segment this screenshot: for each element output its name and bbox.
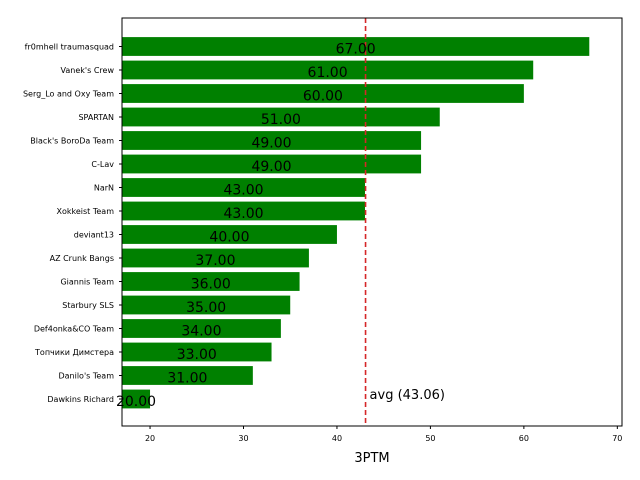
data-label: 36.00	[191, 277, 231, 293]
average-label: avg (43.06)	[370, 388, 445, 403]
x-tick-label: 20	[145, 434, 155, 443]
x-tick-label: 30	[238, 434, 248, 443]
y-tick-label: C-Lav	[91, 160, 114, 169]
bar	[122, 178, 365, 197]
data-label: 60.00	[303, 89, 343, 105]
data-label: 40.00	[209, 230, 249, 246]
bar	[122, 248, 309, 268]
y-tick-label: Vanek's Crew	[61, 66, 115, 75]
x-tick-label: 50	[425, 434, 435, 443]
data-label: 61.00	[308, 65, 348, 81]
data-label: 51.00	[261, 112, 301, 128]
data-label: 43.00	[223, 206, 263, 222]
x-axis: 20 30 40 50 60 70	[145, 426, 622, 443]
data-label: 49.00	[251, 159, 291, 175]
bar	[122, 201, 365, 221]
bar	[122, 154, 422, 174]
y-tick-label: NarN	[94, 184, 114, 193]
bar	[122, 319, 281, 338]
y-axis: fr0mhell traumasquad Vanek's Crew Serg_Lo …	[23, 43, 122, 404]
data-label: 67.00	[336, 42, 376, 58]
bar	[122, 272, 300, 291]
data-label: 37.00	[195, 253, 235, 269]
x-tick-label: 70	[612, 434, 622, 443]
y-tick-label: Def4onka&CO Team	[34, 325, 114, 334]
bar	[122, 295, 291, 315]
bar	[122, 342, 272, 362]
plot-frame	[121, 17, 623, 427]
y-tick-label: SPARTAN	[78, 113, 114, 122]
data-label: 33.00	[177, 347, 217, 363]
data-label: 31.00	[167, 371, 207, 387]
bar	[122, 37, 590, 56]
y-tick-label: Danilo's Team	[58, 372, 114, 381]
y-tick-label: Топчики Димстера	[34, 348, 114, 357]
y-tick-label: Xokkeist Team	[57, 207, 115, 216]
bar	[122, 84, 524, 103]
data-label: 43.00	[223, 183, 263, 199]
x-axis-title: 3PTM	[354, 451, 389, 466]
data-label: 49.00	[251, 136, 291, 152]
y-tick-label: Starbury SLS	[62, 301, 114, 310]
y-tick-label: AZ Crunk Bangs	[50, 254, 114, 263]
bar	[122, 225, 337, 244]
y-tick-label: Giannis Team	[60, 278, 114, 287]
y-tick-label: fr0mhell traumasquad	[25, 43, 114, 52]
x-tick-label: 40	[332, 434, 342, 443]
x-tick-label: 60	[519, 434, 529, 443]
bar	[122, 366, 253, 385]
data-label: 35.00	[186, 300, 226, 316]
bar	[122, 389, 151, 409]
bar	[122, 60, 534, 80]
data-label: 20.00	[116, 394, 156, 410]
data-label: 34.00	[181, 324, 221, 340]
y-tick-label: Serg_Lo and Oxy Team	[23, 90, 114, 99]
y-tick-label: Dawkins Richard	[47, 395, 114, 404]
bar	[122, 107, 440, 127]
bar	[122, 131, 422, 150]
y-tick-label: deviant13	[74, 231, 114, 240]
y-tick-label: Black's BoroDa Team	[30, 137, 114, 146]
bars-group	[122, 37, 590, 409]
